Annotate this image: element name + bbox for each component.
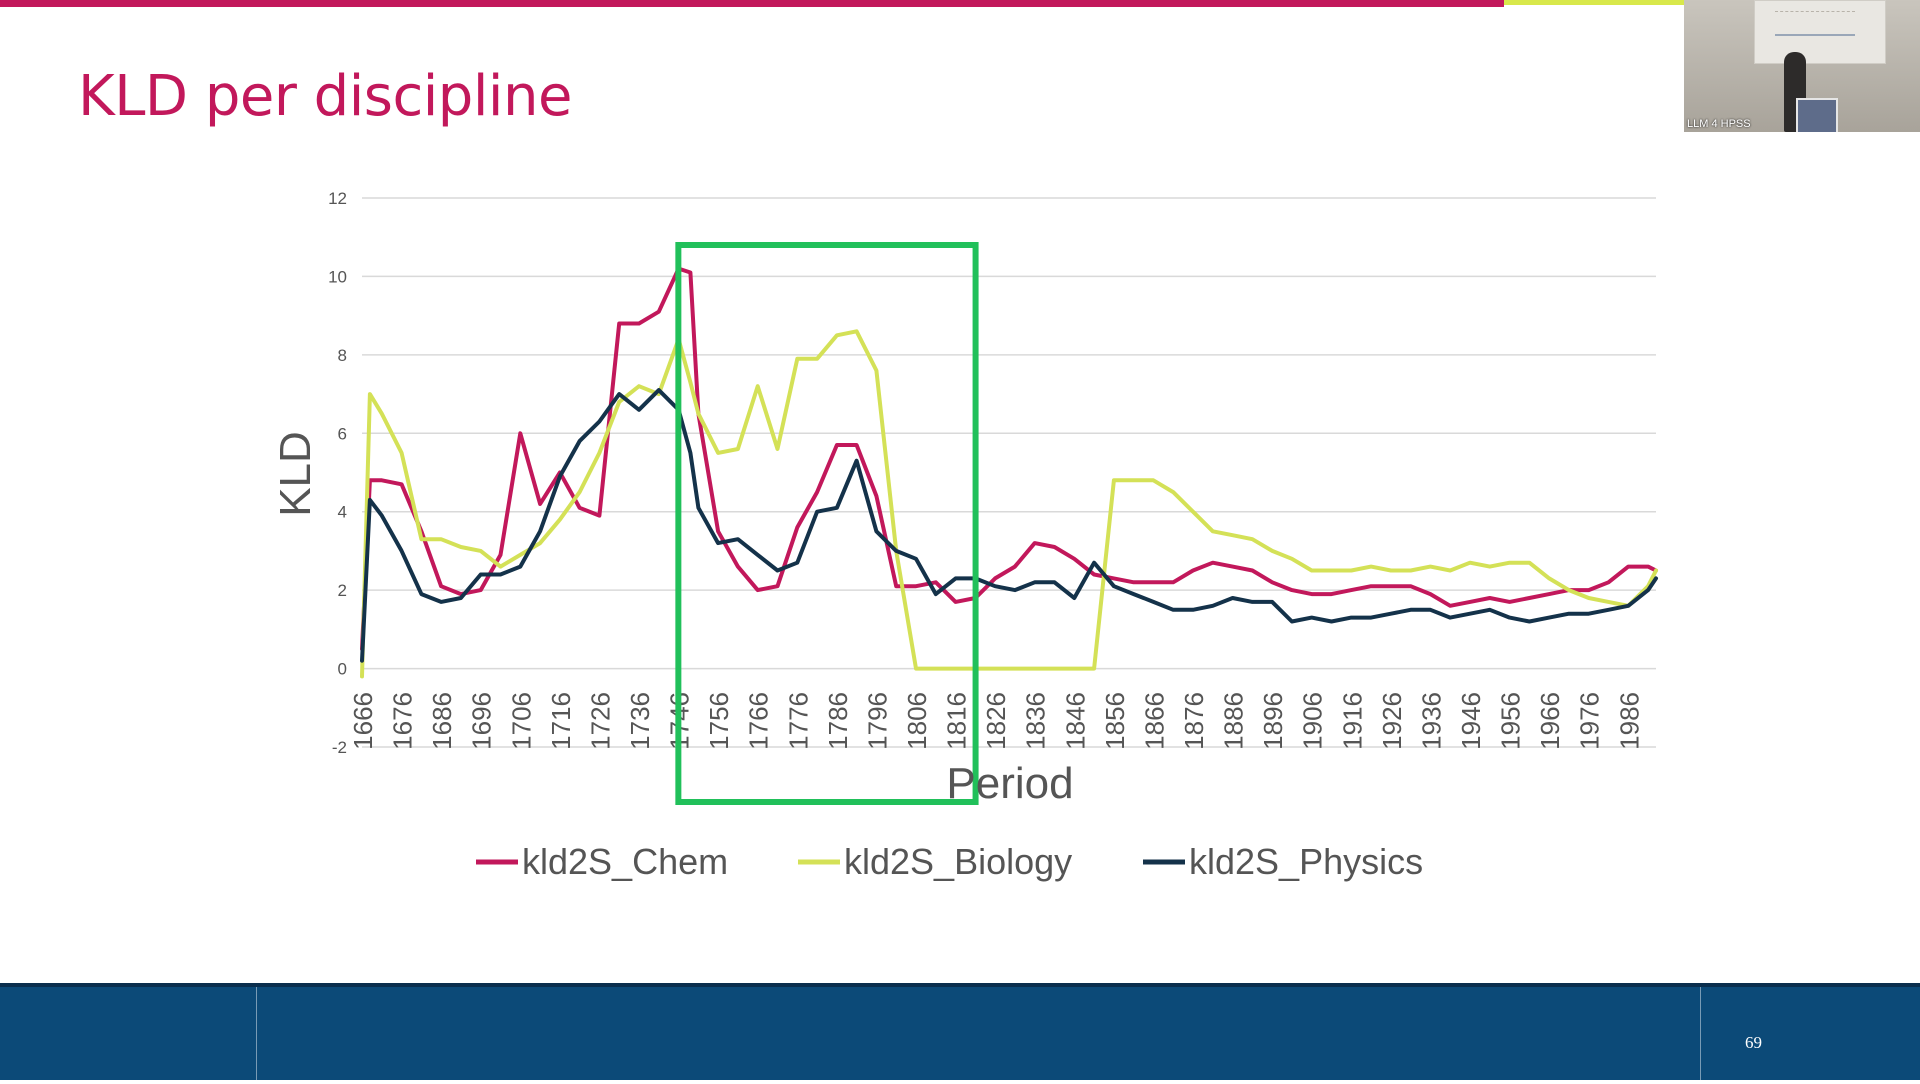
y-tick-label: -2 xyxy=(332,738,347,757)
highlight-box xyxy=(675,242,979,805)
x-tick-label: 1916 xyxy=(1337,692,1367,750)
legend-label: kld2S_Physics xyxy=(1189,841,1423,882)
x-tick-label: 1756 xyxy=(704,692,734,750)
x-axis-label: Period xyxy=(946,759,1073,808)
projector-screen xyxy=(1754,0,1886,64)
x-tick-label: 1706 xyxy=(506,692,536,750)
x-tick-label: 1666 xyxy=(348,692,378,750)
series-line-kld2s-chem xyxy=(360,266,1658,651)
x-tick-label: 1926 xyxy=(1377,692,1407,750)
x-tick-label: 1936 xyxy=(1416,692,1446,750)
podium xyxy=(1796,98,1838,132)
x-tick-label: 1786 xyxy=(823,692,853,750)
x-tick-label: 1906 xyxy=(1298,692,1328,750)
footer-divider xyxy=(256,987,257,1084)
x-tick-label: 1886 xyxy=(1219,692,1249,750)
x-tick-label: 1676 xyxy=(388,692,418,750)
x-tick-label: 1856 xyxy=(1100,692,1130,750)
x-tick-label: 1896 xyxy=(1258,692,1288,750)
chart-gridlines xyxy=(362,197,1656,748)
series-line-kld2s-physics xyxy=(360,388,1658,663)
y-tick-label: 0 xyxy=(338,660,347,679)
x-tick-label: 1966 xyxy=(1535,692,1565,750)
x-tick-label: 1986 xyxy=(1614,692,1644,750)
slide-title: KLD per discipline xyxy=(78,64,572,129)
y-tick-label: 10 xyxy=(328,267,347,286)
y-tick-label: 6 xyxy=(338,424,347,443)
y-tick-label: 8 xyxy=(338,346,347,365)
x-tick-label: 1716 xyxy=(546,692,576,750)
legend-label: kld2S_Chem xyxy=(522,841,728,882)
x-tick-label: 1826 xyxy=(981,692,1011,750)
top-accent-bar xyxy=(0,0,1504,7)
x-axis-tick-labels: 1666 1676 1686 1696 1706 1716 1726 1736 1746 1756… xyxy=(348,692,1644,750)
footer-divider xyxy=(1700,987,1701,1084)
y-tick-label: 12 xyxy=(328,189,347,208)
x-tick-label: 1946 xyxy=(1456,692,1486,750)
footer-bar: 69 xyxy=(0,983,1920,1084)
x-tick-label: 1796 xyxy=(862,692,892,750)
y-tick-label: 4 xyxy=(338,503,347,522)
x-tick-label: 1876 xyxy=(1179,692,1209,750)
x-tick-label: 1776 xyxy=(783,692,813,750)
x-tick-label: 1976 xyxy=(1575,692,1605,750)
x-tick-label: 1846 xyxy=(1060,692,1090,750)
x-tick-label: 1836 xyxy=(1021,692,1051,750)
chart-series xyxy=(360,266,1658,679)
x-tick-label: 1736 xyxy=(625,692,655,750)
y-tick-label: 2 xyxy=(338,581,347,600)
kld-line-chart: -2 0 2 4 6 8 10 12 1666 1676 1686 1696 1706 1716 1726… xyxy=(271,189,1658,882)
x-tick-label: 1766 xyxy=(744,692,774,750)
x-tick-label: 1726 xyxy=(585,692,615,750)
speaker-video-thumbnail[interactable]: LLM 4 HPSS xyxy=(1684,0,1920,132)
y-axis-tick-labels: -2 0 2 4 6 8 10 12 xyxy=(328,189,347,757)
top-accent-bar-green xyxy=(1504,0,1684,5)
x-tick-label: 1816 xyxy=(942,692,972,750)
video-label: LLM 4 HPSS xyxy=(1687,118,1751,130)
x-tick-label: 1866 xyxy=(1139,692,1169,750)
x-tick-label: 1686 xyxy=(427,692,457,750)
x-tick-label: 1956 xyxy=(1496,692,1526,750)
page-number: 69 xyxy=(1745,1033,1762,1052)
x-tick-label: 1806 xyxy=(902,692,932,750)
series-line-kld2s-biology xyxy=(360,329,1658,679)
x-tick-label: 1696 xyxy=(467,692,497,750)
legend-label: kld2S_Biology xyxy=(844,841,1072,882)
y-axis-label: KLD xyxy=(271,431,320,517)
chart-legend: kld2S_Chem kld2S_Biology kld2S_Physics xyxy=(476,841,1423,882)
